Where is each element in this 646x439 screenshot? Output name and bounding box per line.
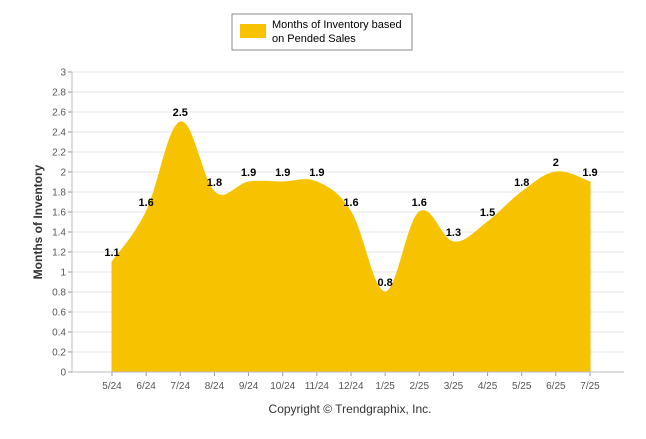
y-tick-label: 1.2	[52, 248, 66, 259]
x-tick-label: 12/24	[338, 381, 363, 392]
x-tick-label: 6/25	[546, 381, 566, 392]
x-tick-label: 2/25	[410, 381, 430, 392]
y-tick-label: 0.4	[52, 328, 66, 339]
data-label: 2.5	[173, 107, 188, 119]
data-label: 1.9	[582, 167, 597, 179]
legend-label-line1: Months of Inventory based	[272, 19, 402, 31]
data-label: 1.3	[446, 227, 461, 239]
x-tick-label: 9/24	[239, 381, 259, 392]
y-tick-label: 2.4	[52, 128, 66, 139]
data-label: 1.1	[104, 247, 119, 259]
x-tick-label: 7/24	[171, 381, 191, 392]
x-tick-label: 4/25	[478, 381, 498, 392]
y-tick-label: 0.8	[52, 288, 66, 299]
y-tick-label: 1.6	[52, 208, 66, 219]
y-tick-label: 0	[60, 368, 66, 379]
y-tick-label: 1	[60, 268, 66, 279]
x-tick-label: 5/25	[512, 381, 532, 392]
data-label: 1.6	[138, 197, 153, 209]
y-tick-label: 2.8	[52, 88, 66, 99]
data-label: 1.6	[412, 197, 427, 209]
area-chart: Months of Inventory based on Pended Sale…	[0, 0, 646, 434]
copyright-footer: Copyright © Trendgraphix, Inc.	[269, 402, 432, 416]
y-tick-label: 2	[60, 168, 66, 179]
legend-swatch	[240, 24, 266, 38]
y-tick-label: 1.4	[52, 228, 66, 239]
legend: Months of Inventory based on Pended Sale…	[232, 14, 412, 50]
y-tick-label: 3	[60, 68, 66, 79]
y-tick-label: 0.6	[52, 308, 66, 319]
area-series	[112, 122, 590, 372]
y-tick-label: 0.2	[52, 348, 66, 359]
y-axis-title: Months of Inventory	[31, 164, 45, 279]
x-tick-label: 8/24	[205, 381, 225, 392]
x-tick-label: 7/25	[580, 381, 600, 392]
x-tick-label: 6/24	[136, 381, 156, 392]
data-label: 1.9	[241, 167, 256, 179]
y-tick-label: 2.2	[52, 148, 66, 159]
data-label: 1.6	[343, 197, 358, 209]
x-tick-label: 3/25	[444, 381, 464, 392]
chart-container: Months of Inventory based on Pended Sale…	[0, 0, 646, 434]
x-axis-ticks: 5/24 6/24 7/24 8/24 9/24 10/24 11/24 12/24 1/25 2…	[102, 372, 600, 392]
data-label: 1.5	[480, 207, 495, 219]
x-tick-label: 11/24	[305, 381, 330, 392]
x-tick-label: 5/24	[102, 381, 122, 392]
y-tick-label: 2.6	[52, 108, 66, 119]
data-label: 1.8	[207, 177, 222, 189]
legend-label-line2: on Pended Sales	[272, 33, 356, 45]
data-label: 0.8	[377, 277, 392, 289]
data-label: 1.9	[275, 167, 290, 179]
data-label: 1.8	[514, 177, 529, 189]
x-tick-label: 1/25	[375, 381, 395, 392]
data-label: 2	[553, 157, 559, 169]
y-tick-label: 1.8	[52, 188, 66, 199]
x-tick-label: 10/24	[270, 381, 295, 392]
data-label: 1.9	[309, 167, 324, 179]
y-axis-ticks: 0 0.2 0.4 0.6 0.8 1 1.2 1.4 1.6 1.8 2 2.2 2.4 2.6 2.8 3	[52, 68, 72, 379]
